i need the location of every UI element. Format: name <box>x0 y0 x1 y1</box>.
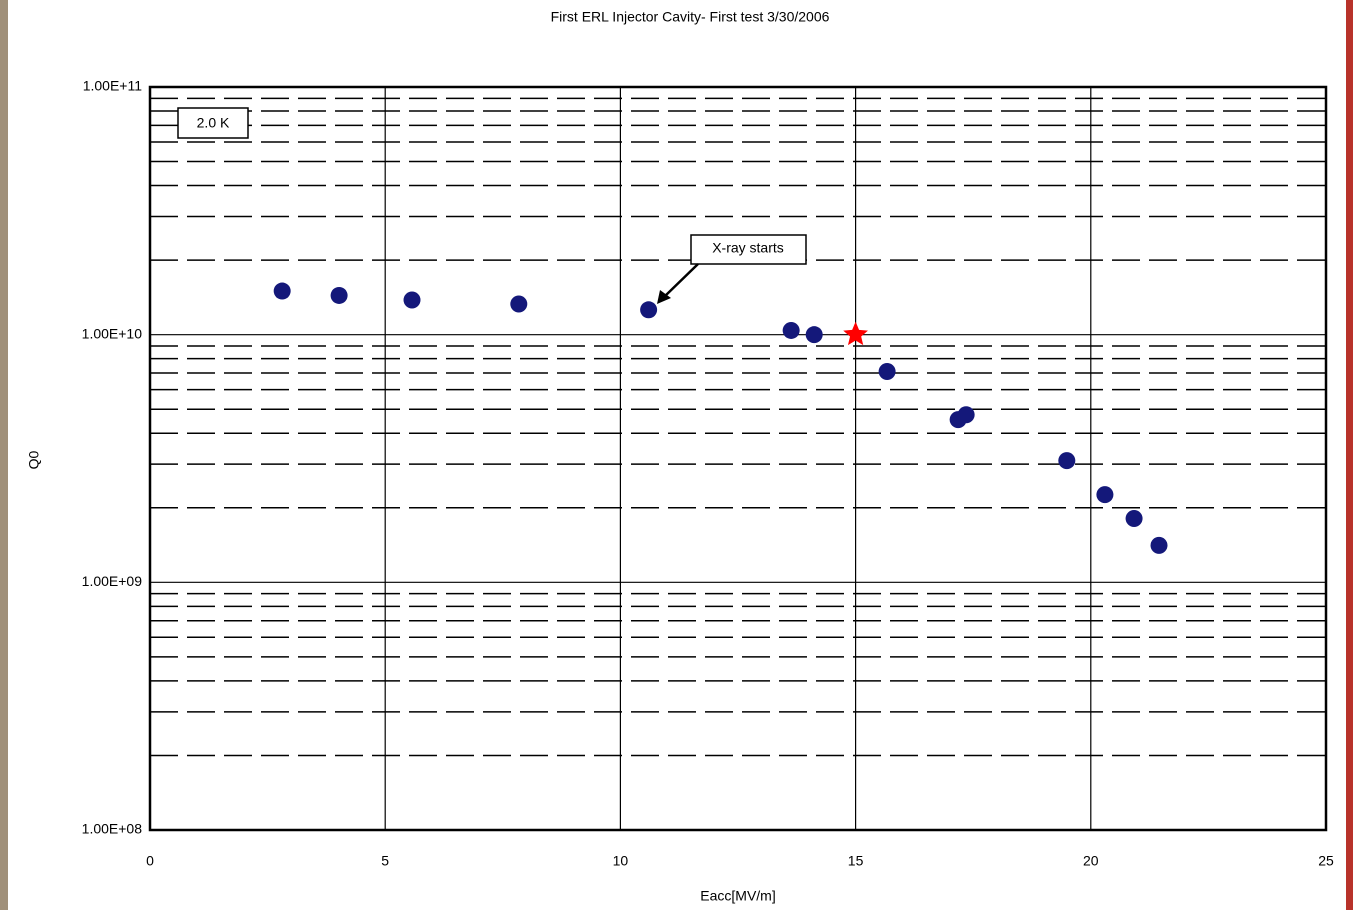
point <box>273 282 291 300</box>
x-tick-label: 0 <box>146 853 154 869</box>
plot-frame <box>148 85 1328 832</box>
annotation-arrow <box>663 263 699 298</box>
arrow-head <box>657 290 671 304</box>
y-tick-label: 1.00E+08 <box>82 821 143 837</box>
point <box>640 301 658 319</box>
annotation: 2.0 K <box>197 115 230 131</box>
annotation-box <box>177 107 249 139</box>
frame-edge <box>1346 0 1353 910</box>
point <box>1125 510 1143 528</box>
point <box>805 326 823 344</box>
point <box>782 321 800 339</box>
point <box>1096 486 1114 504</box>
point <box>843 321 868 346</box>
point <box>878 363 896 381</box>
point <box>510 295 528 313</box>
point <box>1150 536 1168 554</box>
y-axis-label: Q0 <box>26 450 42 469</box>
annotation-box <box>690 234 807 265</box>
point <box>957 406 975 424</box>
x-tick-label: 5 <box>381 853 389 869</box>
x-tick-label: 20 <box>1083 853 1099 869</box>
chart-title: First ERL Injector Cavity- First test 3/… <box>551 9 830 25</box>
y-tick-label: 1.00E+09 <box>82 573 143 589</box>
x-tick-label: 25 <box>1318 853 1334 869</box>
point <box>403 291 421 309</box>
point <box>330 286 348 304</box>
point <box>1058 452 1076 470</box>
x-axis-label: Eacc[MV/m] <box>700 888 775 904</box>
y-tick-label: 1.00E+11 <box>83 78 143 94</box>
annotation: X-ray starts <box>712 240 784 256</box>
x-tick-label: 10 <box>613 853 629 869</box>
frame-edge <box>0 0 8 910</box>
x-tick-label: 15 <box>848 853 864 869</box>
y-tick-label: 1.00E+10 <box>82 325 143 341</box>
